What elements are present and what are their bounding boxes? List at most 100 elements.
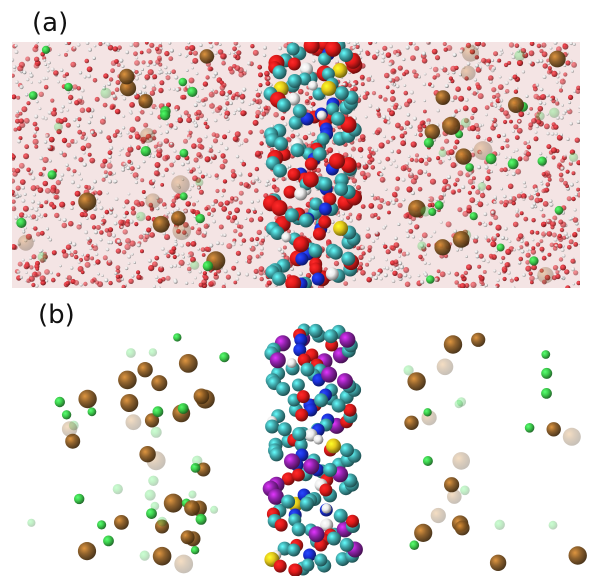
- water-hydrogen-atom: [59, 109, 64, 114]
- water-oxygen-atom: [51, 110, 57, 117]
- cation: [443, 335, 463, 354]
- water-hydrogen-atom: [481, 180, 484, 184]
- water-oxygen-atom: [256, 229, 262, 236]
- water-hydrogen-atom: [80, 177, 83, 181]
- water-oxygen-atom: [441, 187, 447, 193]
- water-hydrogen-atom: [511, 55, 516, 60]
- water-hydrogen-atom: [121, 64, 125, 68]
- water-hydrogen-atom: [196, 165, 201, 169]
- water-oxygen-atom: [95, 280, 100, 285]
- water-hydrogen-atom: [149, 111, 154, 115]
- water-hydrogen-atom: [522, 273, 526, 277]
- water-oxygen-atom: [412, 69, 417, 74]
- water-hydrogen-atom: [477, 165, 482, 170]
- water-oxygen-atom: [207, 66, 213, 72]
- water-hydrogen-atom: [14, 80, 19, 84]
- water-hydrogen-atom: [497, 271, 501, 275]
- water-oxygen-atom: [102, 102, 108, 108]
- water-hydrogen-atom: [562, 111, 566, 116]
- water-hydrogen-atom: [122, 214, 127, 219]
- water-hydrogen-atom: [199, 43, 203, 47]
- water-hydrogen-atom: [310, 105, 313, 108]
- water-oxygen-atom: [455, 177, 460, 183]
- water-hydrogen-atom: [578, 105, 580, 109]
- water-hydrogen-atom: [539, 207, 544, 212]
- water-hydrogen-atom: [86, 74, 92, 79]
- water-oxygen-atom: [571, 196, 576, 202]
- water-hydrogen-atom: [512, 150, 516, 153]
- water-hydrogen-atom: [484, 236, 488, 240]
- water-hydrogen-atom: [235, 154, 240, 159]
- chloride-ion: [426, 275, 435, 284]
- dna-atom: [333, 220, 349, 236]
- water-oxygen-atom: [382, 45, 388, 51]
- water-hydrogen-atom: [108, 210, 113, 215]
- water-oxygen-atom: [154, 46, 160, 52]
- water-oxygen-atom: [281, 176, 286, 182]
- water-hydrogen-atom: [240, 99, 245, 104]
- cation: [140, 127, 156, 144]
- water-oxygen-atom: [31, 254, 37, 260]
- water-oxygen-atom: [166, 102, 171, 108]
- water-oxygen-atom: [239, 181, 244, 186]
- water-hydrogen-atom: [561, 253, 566, 258]
- chloride-ion: [454, 399, 463, 409]
- water-hydrogen-atom: [223, 269, 228, 274]
- water-oxygen-atom: [90, 256, 95, 261]
- water-oxygen-atom: [311, 132, 316, 137]
- water-oxygen-atom: [74, 190, 81, 197]
- water-oxygen-atom: [477, 201, 484, 208]
- water-oxygen-atom: [379, 198, 385, 203]
- water-hydrogen-atom: [224, 146, 229, 151]
- water-hydrogen-atom: [46, 235, 50, 239]
- water-oxygen-atom: [239, 93, 246, 100]
- cation: [139, 446, 156, 463]
- water-hydrogen-atom: [348, 218, 353, 223]
- dna-atom: [287, 74, 302, 88]
- water-oxygen-atom: [453, 95, 458, 100]
- chloride-ion: [195, 513, 207, 525]
- water-hydrogen-atom: [159, 132, 163, 135]
- water-hydrogen-atom: [409, 90, 414, 95]
- chloride-ion: [434, 200, 444, 210]
- chloride-ion: [507, 158, 519, 170]
- cation: [145, 193, 161, 209]
- water-hydrogen-atom: [392, 159, 396, 163]
- water-hydrogen-atom: [225, 92, 229, 97]
- water-hydrogen-atom: [448, 80, 452, 83]
- water-oxygen-atom: [238, 224, 244, 230]
- dna-atom: [287, 57, 301, 71]
- water-hydrogen-atom: [211, 202, 215, 207]
- chloride-ion: [53, 122, 63, 132]
- water-hydrogen-atom: [224, 115, 228, 118]
- water-oxygen-atom: [448, 76, 453, 81]
- water-hydrogen-atom: [153, 149, 157, 153]
- water-oxygen-atom: [399, 126, 404, 131]
- water-oxygen-atom: [184, 45, 190, 51]
- water-hydrogen-atom: [360, 245, 365, 250]
- chloride-ion: [202, 260, 214, 272]
- water-hydrogen-atom: [81, 253, 84, 257]
- water-oxygen-atom: [170, 202, 176, 208]
- water-oxygen-atom: [258, 266, 265, 272]
- water-hydrogen-atom: [478, 123, 482, 128]
- water-oxygen-atom: [385, 139, 391, 145]
- water-oxygen-atom: [143, 122, 149, 128]
- water-oxygen-atom: [233, 42, 239, 46]
- water-hydrogen-atom: [397, 222, 401, 226]
- water-oxygen-atom: [133, 51, 138, 57]
- water-hydrogen-atom: [212, 219, 217, 224]
- water-oxygen-atom: [95, 259, 101, 265]
- water-oxygen-atom: [225, 274, 231, 280]
- water-hydrogen-atom: [175, 119, 179, 123]
- water-hydrogen-atom: [560, 115, 564, 120]
- water-oxygen-atom: [15, 113, 20, 118]
- water-hydrogen-atom: [219, 141, 224, 146]
- water-oxygen-atom: [104, 228, 110, 233]
- chloride-ion: [423, 408, 432, 417]
- water-oxygen-atom: [475, 126, 481, 132]
- water-oxygen-atom: [424, 161, 429, 166]
- water-oxygen-atom: [148, 60, 153, 65]
- water-hydrogen-atom: [213, 71, 218, 76]
- water-oxygen-atom: [574, 137, 580, 143]
